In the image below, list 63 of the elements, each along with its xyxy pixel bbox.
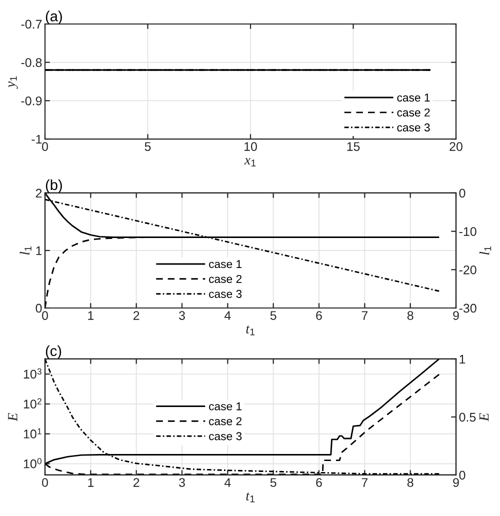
x-tick-label: 8 [407,478,414,487]
y-tick-label: 10$^{1}$ [24,428,42,438]
y-tick-label: -1 [32,134,42,144]
y2-tick-label: -10 [459,227,476,236]
y2-tick-label: -30 [459,304,476,313]
legend-label: case 1 [397,94,430,102]
legend-label: case 2 [209,274,242,284]
legend-label: case 2 [209,417,242,426]
x-tick-label: 8 [407,311,414,320]
legend-label: case 3 [209,432,242,440]
legend-label: case 2 [397,108,430,117]
x-tick-label: 5 [144,142,151,151]
y-tick-label: -0.7 [21,20,42,29]
x-tick-label: 0 [42,478,48,487]
y-tick-label: 10$^{0}$ [24,458,42,468]
x-axis-title: x$_{1}$ [244,158,256,166]
x-tick-label: 3 [179,478,185,487]
y-tick-label: 0 [36,304,42,313]
y2-axis-title: l$_{1}$ [480,246,492,255]
y-axis-title: l$_{1}$ [20,246,32,255]
legend-label: case 1 [209,402,242,410]
x-tick-label: 4 [224,478,231,487]
x-tick-label: 9 [453,311,459,320]
y-tick-label: -0.9 [21,96,42,106]
y-tick-label: 2 [36,188,42,198]
y2-tick-label: 0.5 [459,412,476,422]
y-tick-label: 10$^{3}$ [24,368,42,379]
x-tick-label: 7 [362,478,368,487]
y2-axis-title: E [479,412,489,422]
y-axis-title: y$_{1}$ [8,76,18,89]
x-tick-label: 2 [133,311,140,320]
x-tick-label: 1 [88,478,94,487]
x-tick-label: 15 [347,142,360,151]
x-tick-label: 10 [244,142,257,151]
x-tick-label: 0 [42,311,48,320]
x-tick-label: 9 [453,478,459,487]
y-axis-title: E [8,412,18,422]
chart-title: (a) [46,10,62,24]
x-tick-label: 0 [42,142,48,151]
x-tick-label: 1 [88,311,94,320]
x-tick-label: 6 [316,311,322,320]
x-axis-title: t$_{1}$ [246,326,255,336]
chart-title: (c) [46,345,62,359]
y-tick-label: 10$^{2}$ [24,398,42,408]
y-tick-label: 1 [36,246,42,256]
x-tick-label: 5 [270,478,276,487]
y2-tick-label: 0 [459,470,466,480]
x-tick-label: 3 [179,311,185,320]
x-axis-title: t$_{1}$ [246,492,255,502]
legend-label: case 1 [209,260,242,268]
y2-tick-label: 1 [460,354,466,364]
x-tick-label: 2 [133,478,140,487]
y2-tick-label: -20 [459,265,476,274]
x-tick-label: 7 [362,311,368,320]
x-tick-label: 5 [270,311,276,320]
y-tick-label: -0.8 [21,58,42,67]
legend-label: case 3 [209,290,242,298]
x-tick-label: 4 [224,311,231,320]
y2-tick-label: 0 [459,188,466,198]
chart-title: (b) [46,179,62,193]
x-tick-label: 20 [450,142,462,151]
x-tick-label: 6 [316,478,322,487]
legend-label: case 3 [397,123,430,132]
